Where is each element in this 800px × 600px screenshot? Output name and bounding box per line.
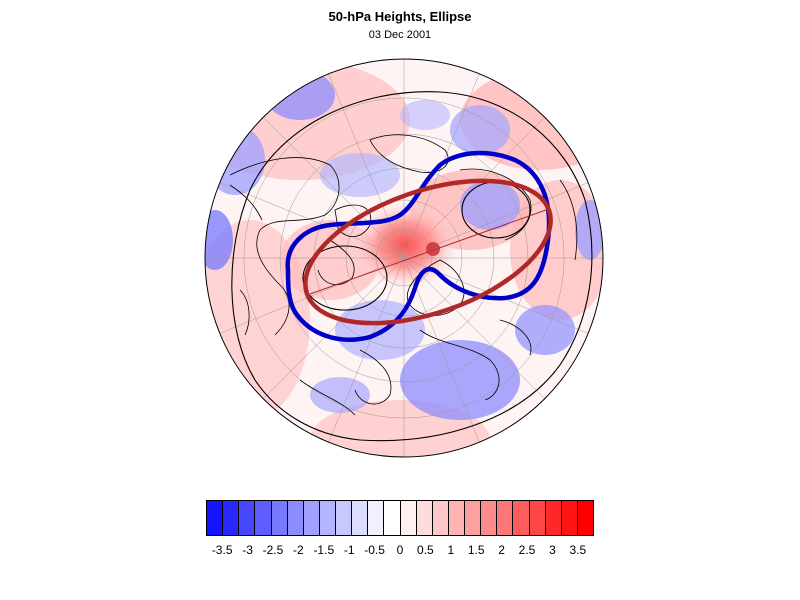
map-boundary bbox=[204, 58, 604, 458]
map-title: 50-hPa Heights, Ellipse bbox=[328, 9, 472, 24]
colorbar-segment bbox=[481, 501, 498, 535]
colorbar-segment bbox=[448, 501, 465, 535]
colorbar-segment bbox=[223, 501, 240, 535]
colorbar-segment bbox=[497, 501, 514, 535]
colorbar-tick-label: 1 bbox=[447, 543, 455, 557]
colorbar-segment bbox=[432, 501, 449, 535]
colorbar-segment bbox=[545, 501, 562, 535]
colorbar-tick-labels: -3.5 -3 -2.5 -2 -1.5 -1 -0.5 0 0.5 1 1.5 2 2.5 3 3.5 bbox=[0, 543, 800, 559]
colorbar-segment bbox=[561, 501, 578, 535]
colorbar-tick-label: -2 bbox=[293, 543, 304, 557]
colorbar-segment bbox=[352, 501, 369, 535]
colorbar-tick-label: 0 bbox=[396, 543, 404, 557]
colorbar-segment bbox=[513, 501, 530, 535]
colorbar-segment bbox=[287, 501, 304, 535]
colorbar-tick-label: 0.5 bbox=[417, 543, 434, 557]
polar-height-map bbox=[204, 58, 604, 458]
colorbar-segment bbox=[465, 501, 482, 535]
colorbar-segment bbox=[255, 501, 272, 535]
ellipse-center-marker bbox=[426, 242, 440, 256]
colorbar-segment bbox=[400, 501, 417, 535]
colorbar-tick-label: -0.5 bbox=[364, 543, 385, 557]
colorbar-segment bbox=[368, 501, 385, 535]
colorbar-segment bbox=[577, 501, 593, 535]
colorbar-tick-label: -3 bbox=[242, 543, 253, 557]
colorbar-segment bbox=[529, 501, 546, 535]
colorbar bbox=[206, 500, 594, 536]
coastlines bbox=[229, 134, 578, 416]
vortex-edge-contour bbox=[285, 150, 552, 342]
colorbar-tick-label: 2.5 bbox=[518, 543, 536, 557]
colorbar-segment bbox=[416, 501, 433, 535]
colorbar-segment bbox=[303, 501, 320, 535]
colorbar-tick-label: 2 bbox=[498, 543, 505, 557]
colorbar-tick-label: -2.5 bbox=[262, 543, 284, 557]
colorbar-tick-label: -1.5 bbox=[313, 543, 335, 557]
colorbar-tick-label: -3.5 bbox=[211, 543, 233, 557]
colorbar-tick-label: -1 bbox=[343, 543, 355, 557]
anomaly-field bbox=[205, 59, 603, 457]
fitted-ellipse bbox=[303, 178, 553, 326]
colorbar-segment bbox=[271, 501, 288, 535]
colorbar-segment bbox=[336, 501, 353, 535]
colorbar-segment bbox=[319, 501, 336, 535]
colorbar-tick-label: 1.5 bbox=[467, 543, 485, 557]
colorbar-segment bbox=[239, 501, 256, 535]
map-date: 03 Dec 2001 bbox=[368, 29, 432, 41]
colorbar-segment bbox=[207, 501, 224, 535]
colorbar-tick-label: 3 bbox=[549, 543, 556, 557]
colorbar-segment bbox=[384, 501, 401, 535]
colorbar-tick-label: 3.5 bbox=[569, 543, 587, 557]
